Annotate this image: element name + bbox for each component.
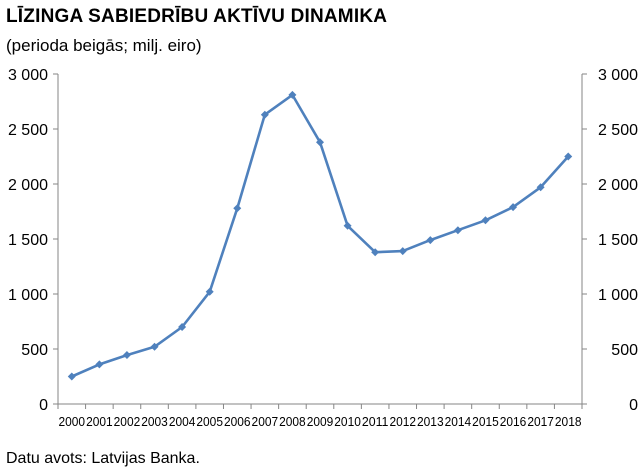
x-tick-label: 2016 [500, 415, 527, 429]
data-point-marker [509, 203, 518, 212]
x-tick-label: 2000 [59, 415, 86, 429]
data-point-marker [205, 287, 214, 296]
data-point-marker [316, 138, 324, 147]
chart-title: LĪZINGA SABIEDRĪBU AKTĪVU DINAMIKA [6, 6, 388, 27]
x-tick-label: 2013 [417, 415, 444, 429]
chart-source: Datu avots: Latvijas Banka. [6, 450, 200, 467]
y-tick-label-left: 0 [39, 397, 48, 414]
x-tick-label: 2009 [307, 415, 334, 429]
data-point-marker [178, 323, 187, 331]
chart-subtitle: (perioda beigās; milj. eiro) [6, 36, 202, 55]
x-axis: 2000 2001 2002 2003 2004 2005 2006 2007 2008 2009… [57, 404, 583, 429]
y-tick-label-left: 3 000 [8, 67, 48, 84]
y-tick-label-left: 2 500 [8, 122, 48, 139]
x-tick-label: 2006 [224, 415, 251, 429]
y-tick-label-right: 2 500 [598, 122, 638, 139]
y-axis-right: 0 500 1 000 1 500 2 000 2 500 3 000 [582, 67, 638, 414]
y-tick-label-right: 1 500 [598, 232, 638, 249]
y-tick-label-left: 1 500 [8, 232, 48, 249]
data-point-marker [343, 221, 352, 230]
data-point-marker [150, 342, 159, 351]
series-layer [67, 90, 573, 381]
data-point-marker [95, 360, 104, 369]
series-line [71, 93, 570, 378]
data-point-marker [233, 204, 242, 213]
x-tick-label: 2004 [169, 415, 196, 429]
data-point-marker [371, 248, 380, 257]
y-tick-label-left: 500 [21, 342, 48, 359]
x-tick-label: 2017 [527, 415, 554, 429]
x-tick-label: 2015 [472, 415, 499, 429]
x-tick-label: 2001 [86, 415, 113, 429]
x-tick-label: 2007 [252, 415, 279, 429]
data-point-marker [288, 90, 297, 99]
x-tick-label: 2002 [114, 415, 141, 429]
y-tick-label-right: 500 [611, 342, 638, 359]
y-axis-left: 0 500 1 000 1 500 2 000 2 500 3 000 [8, 67, 58, 414]
y-tick-label-right: 2 000 [598, 177, 638, 194]
data-point-marker [122, 351, 131, 360]
x-tick-label: 2005 [196, 415, 223, 429]
data-point-marker [453, 226, 462, 235]
data-point-marker [260, 110, 269, 119]
y-tick-label-right: 1 000 [598, 287, 638, 304]
x-tick-label: 2014 [445, 415, 472, 429]
x-tick-label: 2008 [279, 415, 306, 429]
y-tick-label-right: 0 [629, 397, 638, 414]
data-point-marker [67, 372, 76, 381]
y-tick-label-left: 1 000 [8, 287, 48, 304]
data-point-marker [481, 216, 490, 225]
x-tick-label: 2012 [389, 415, 416, 429]
data-point-marker [564, 152, 573, 161]
x-tick-label: 2003 [141, 415, 168, 429]
x-tick-label: 2011 [362, 415, 389, 429]
data-point-marker [536, 183, 545, 192]
x-tick-label: 2018 [555, 415, 582, 429]
x-tick-label: 2010 [334, 415, 361, 429]
y-tick-label-right: 3 000 [598, 67, 638, 84]
y-tick-label-left: 2 000 [8, 177, 48, 194]
data-point-marker [398, 247, 407, 256]
chart-axes [57, 74, 583, 405]
data-point-marker [426, 236, 435, 245]
